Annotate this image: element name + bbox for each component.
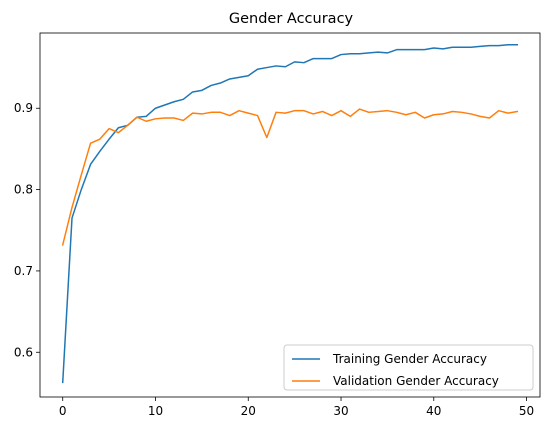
x-tick-label: 50 <box>519 404 534 418</box>
y-tick-label: 0.9 <box>14 101 33 115</box>
series-line-validation <box>61 108 519 246</box>
y-tick-label: 0.8 <box>14 183 33 197</box>
series-layer <box>61 44 519 384</box>
legend: Training Gender Accuracy Validation Gend… <box>283 344 534 391</box>
y-tick-label: 0.7 <box>14 264 33 278</box>
y-axis: 0.6 0.7 0.8 0.9 <box>14 101 40 359</box>
x-axis: 0 10 20 30 40 50 <box>59 397 534 418</box>
plot-frame <box>39 32 541 398</box>
legend-label-validation: Validation Gender Accuracy <box>333 374 499 388</box>
x-tick-label: 10 <box>148 404 163 418</box>
x-tick-label: 0 <box>59 404 67 418</box>
x-tick-label: 30 <box>333 404 348 418</box>
y-tick-label: 0.6 <box>14 345 33 359</box>
x-tick-label: 20 <box>241 404 256 418</box>
x-tick-label: 40 <box>426 404 441 418</box>
legend-box <box>283 344 534 391</box>
legend-label-training: Training Gender Accuracy <box>332 352 487 366</box>
chart-title: Gender Accuracy <box>229 11 354 27</box>
